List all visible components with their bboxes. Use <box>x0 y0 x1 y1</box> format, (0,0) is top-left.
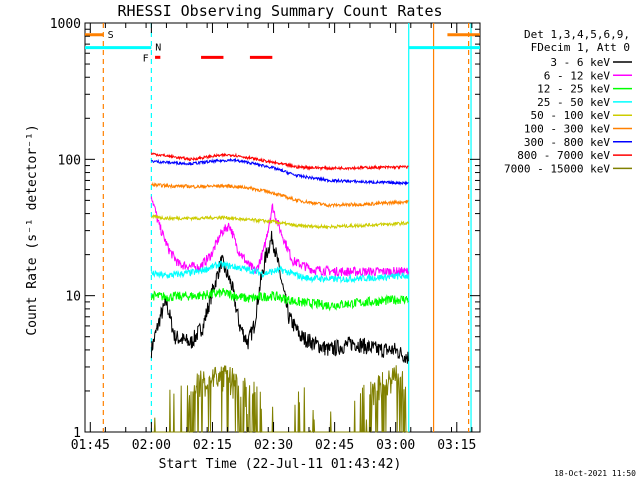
y-tick-label-1: 1 <box>73 426 81 441</box>
series-line-7 <box>150 157 409 187</box>
x-tick-label-5: 02:45 <box>315 438 354 453</box>
legend-label-8: 800 - 7000 keV <box>517 149 610 162</box>
y-tick-label-4: 1000 <box>50 17 81 32</box>
series-line-9 <box>151 365 409 433</box>
legend-label-4: 25 - 50 keV <box>537 96 610 109</box>
y-axis-ticks: 1 10 100 1000 <box>50 17 480 441</box>
legend-label-3: 12 - 25 keV <box>537 83 610 96</box>
footer-timestamp: 18-Oct-2021 11:50 <box>554 469 636 478</box>
plot-frame <box>84 22 481 433</box>
x-tick-label-2: 02:00 <box>132 438 171 453</box>
legend-header-line-2: FDecim 1, Att 0 <box>531 41 630 54</box>
series-line-4 <box>150 260 409 284</box>
series-line-5 <box>151 214 409 230</box>
x-tick-label-7: 03:15 <box>437 438 476 453</box>
legend-label-5: 50 - 100 keV <box>531 109 611 122</box>
series-line-1 <box>150 230 409 364</box>
x-axis-ticks: 01:45 02:00 02:15 02:30 02:45 03:00 03:15 <box>71 23 476 453</box>
series-lines <box>150 152 409 433</box>
x-tick-label-4: 02:30 <box>254 438 293 453</box>
y-tick-label-3: 100 <box>58 153 81 168</box>
series-line-6 <box>150 181 409 209</box>
x-tick-label-6: 03:00 <box>376 438 415 453</box>
legend-header-line-1: Det 1,3,4,5,6,9, <box>524 28 630 41</box>
series-line-3 <box>150 287 409 312</box>
series-line-8 <box>150 152 409 172</box>
plot-border <box>84 22 481 433</box>
x-tick-label-3: 02:15 <box>193 438 232 453</box>
y-axis-label: Count Rate (s⁻¹ detector⁻¹) <box>25 124 40 335</box>
legend: Det 1,3,4,5,6,9, FDecim 1, Att 0 3 - 6 k… <box>504 28 632 175</box>
x-axis-label: Start Time (22-Jul-11 01:43:42) <box>159 457 402 472</box>
flag-label-2: N <box>155 43 161 54</box>
legend-label-9: 7000 - 15000 keV <box>504 162 610 175</box>
legend-label-7: 300 - 800 keV <box>524 136 610 149</box>
y-tick-label-2: 10 <box>65 290 81 305</box>
legend-label-6: 100 - 300 keV <box>524 123 610 136</box>
x-tick-label-1: 01:45 <box>71 438 110 453</box>
flag-label-3: F <box>143 53 149 64</box>
flag-label-1: S <box>108 30 114 41</box>
legend-label-2: 6 - 12 keV <box>544 69 611 82</box>
event-lines <box>102 23 472 432</box>
legend-label-1: 3 - 6 keV <box>550 56 610 69</box>
flag-labels: S NF <box>108 30 162 64</box>
flag-bars <box>85 33 480 59</box>
chart-title: RHESSI Observing Summary Count Rates <box>117 2 442 20</box>
series-line-2 <box>150 196 409 278</box>
